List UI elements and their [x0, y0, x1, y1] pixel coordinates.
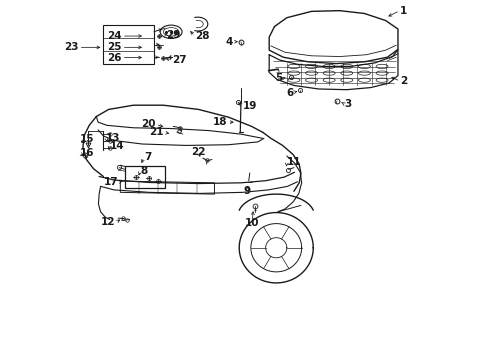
Text: 9: 9: [243, 186, 250, 195]
Text: 8: 8: [140, 166, 147, 176]
Bar: [102, 26, 154, 64]
Text: 12: 12: [101, 217, 116, 227]
Text: 4: 4: [225, 37, 233, 47]
Text: 13: 13: [106, 133, 121, 143]
Text: 1: 1: [399, 6, 406, 15]
Text: 16: 16: [79, 148, 94, 158]
Text: 2: 2: [400, 76, 407, 86]
Text: 19: 19: [242, 101, 257, 111]
Text: 25: 25: [107, 42, 122, 52]
Text: 29: 29: [166, 30, 180, 40]
Text: 23: 23: [64, 42, 79, 52]
Text: 15: 15: [79, 134, 94, 144]
Text: 20: 20: [141, 119, 155, 129]
Text: 21: 21: [149, 127, 164, 138]
Text: 10: 10: [244, 218, 259, 228]
Text: 11: 11: [286, 157, 301, 167]
Text: 17: 17: [103, 177, 118, 188]
Text: 5: 5: [275, 73, 282, 84]
Text: 6: 6: [285, 87, 293, 98]
Text: 22: 22: [190, 147, 205, 157]
Text: 24: 24: [107, 31, 122, 41]
Text: 18: 18: [213, 117, 227, 127]
Text: 28: 28: [195, 31, 209, 41]
Text: 14: 14: [109, 141, 124, 151]
Text: 26: 26: [107, 53, 122, 63]
Text: 27: 27: [172, 55, 186, 65]
Text: 3: 3: [343, 99, 350, 109]
Bar: [125, 166, 164, 188]
Text: 7: 7: [143, 152, 151, 162]
